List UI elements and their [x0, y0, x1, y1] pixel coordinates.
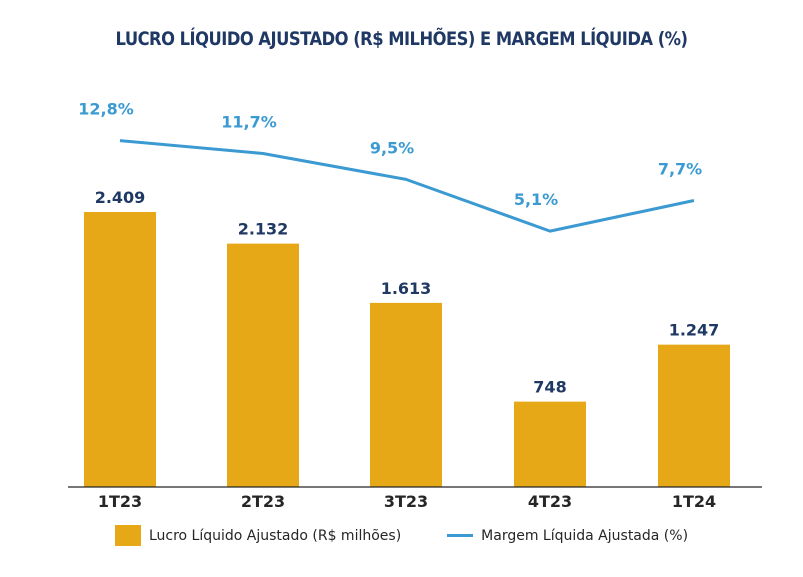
- bar-1t23: [84, 212, 156, 487]
- bar-label-3t23: 1.613: [381, 279, 432, 298]
- legend-label-line: Margem Líquida Ajustada (%): [481, 527, 689, 544]
- bar-2t23: [227, 243, 299, 487]
- x-tick-1t24: 1T24: [672, 492, 716, 511]
- legend-label-bar: Lucro Líquido Ajustado (R$ milhões): [148, 527, 402, 544]
- bar-label-1t24: 1.247: [669, 321, 720, 340]
- line-label-1t23: 12,8%: [78, 100, 134, 119]
- bar-1t24: [658, 344, 730, 487]
- x-axis-tick-labels: 1T23 2T23 3T23 4T23 1T24: [98, 492, 716, 511]
- legend-swatch-line: [447, 534, 474, 537]
- line-label-1t24: 7,7%: [658, 160, 702, 179]
- x-tick-3t23: 3T23: [384, 492, 428, 511]
- bar-3t23: [370, 302, 442, 487]
- x-tick-2t23: 2T23: [241, 492, 285, 511]
- bar-4t23: [514, 401, 586, 487]
- margin-line: [119, 139, 695, 233]
- chart-title: LUCRO LÍQUIDO AJUSTADO (R$ MILHÕES) E MA…: [115, 28, 688, 50]
- x-tick-4t23: 4T23: [528, 492, 572, 511]
- line-label-4t23: 5,1%: [514, 190, 558, 209]
- legend-swatch-bar: [114, 525, 141, 546]
- line-series: [119, 139, 695, 233]
- bar-label-1t23: 2.409: [95, 188, 146, 207]
- bar-data-labels: 2.409 2.132 1.613 748 1.247: [95, 188, 720, 397]
- line-label-2t23: 11,7%: [221, 113, 277, 132]
- legend-item-line: Margem Líquida Ajustada (%): [447, 528, 688, 544]
- legend-item-bar: Lucro Líquido Ajustado (R$ milhões): [114, 525, 402, 546]
- line-data-labels: 12,8% 11,7% 9,5% 5,1% 7,7%: [78, 100, 702, 209]
- bar-label-4t23: 748: [533, 378, 566, 397]
- line-label-3t23: 9,5%: [370, 138, 414, 157]
- bar-series: [84, 212, 730, 487]
- bar-label-2t23: 2.132: [238, 220, 289, 239]
- x-tick-1t23: 1T23: [98, 492, 142, 511]
- legend: Lucro Líquido Ajustado (R$ milhões) Marg…: [0, 525, 803, 546]
